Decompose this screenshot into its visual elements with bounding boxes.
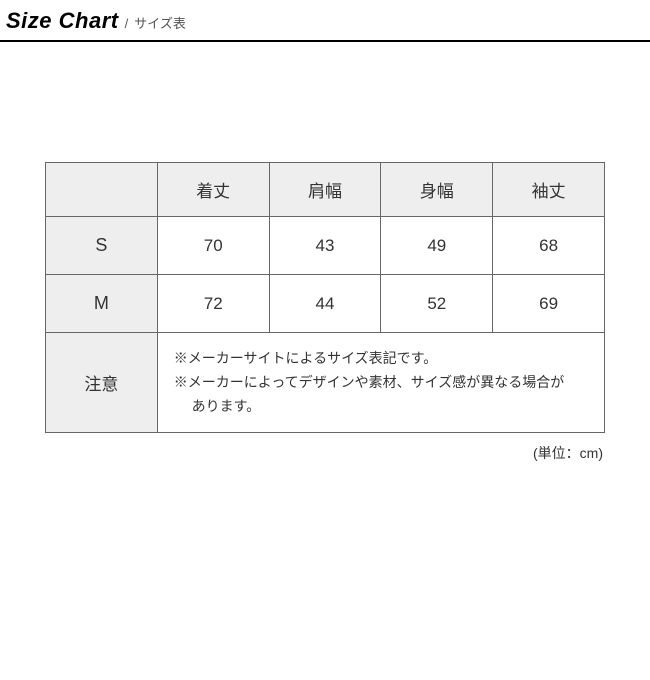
cell: 43 (269, 217, 381, 275)
cell: 72 (157, 275, 269, 333)
note-line: あります。 (174, 395, 588, 419)
note-line: ※メーカーによってデザインや素材、サイズ感が異なる場合が (174, 371, 588, 395)
table-row: S 70 43 49 68 (46, 217, 605, 275)
cell: 68 (493, 217, 605, 275)
size-label: M (46, 275, 158, 333)
header-separator: / (125, 16, 129, 31)
cell: 49 (381, 217, 493, 275)
cell: 70 (157, 217, 269, 275)
size-table-container: 着丈 肩幅 身幅 袖丈 S 70 43 49 68 M 72 44 52 69 (45, 162, 605, 463)
header-title: Size Chart (6, 8, 119, 34)
size-label: S (46, 217, 158, 275)
unit-label: (単位：cm) (45, 443, 605, 463)
header-subtitle: サイズ表 (134, 13, 186, 32)
table-header-col2: 肩幅 (269, 163, 381, 217)
cell: 44 (269, 275, 381, 333)
table-header-blank (46, 163, 158, 217)
note-line: ※メーカーサイトによるサイズ表記です。 (174, 347, 588, 371)
cell: 52 (381, 275, 493, 333)
table-header-col3: 身幅 (381, 163, 493, 217)
page-header: Size Chart / サイズ表 (0, 0, 650, 42)
size-table: 着丈 肩幅 身幅 袖丈 S 70 43 49 68 M 72 44 52 69 (45, 162, 605, 433)
table-row: M 72 44 52 69 (46, 275, 605, 333)
cell: 69 (493, 275, 605, 333)
table-note-row: 注意 ※メーカーサイトによるサイズ表記です。 ※メーカーによってデザインや素材、… (46, 333, 605, 433)
note-cell: ※メーカーサイトによるサイズ表記です。 ※メーカーによってデザインや素材、サイズ… (157, 333, 604, 433)
table-header-row: 着丈 肩幅 身幅 袖丈 (46, 163, 605, 217)
note-label: 注意 (46, 333, 158, 433)
table-header-col1: 着丈 (157, 163, 269, 217)
table-header-col4: 袖丈 (493, 163, 605, 217)
